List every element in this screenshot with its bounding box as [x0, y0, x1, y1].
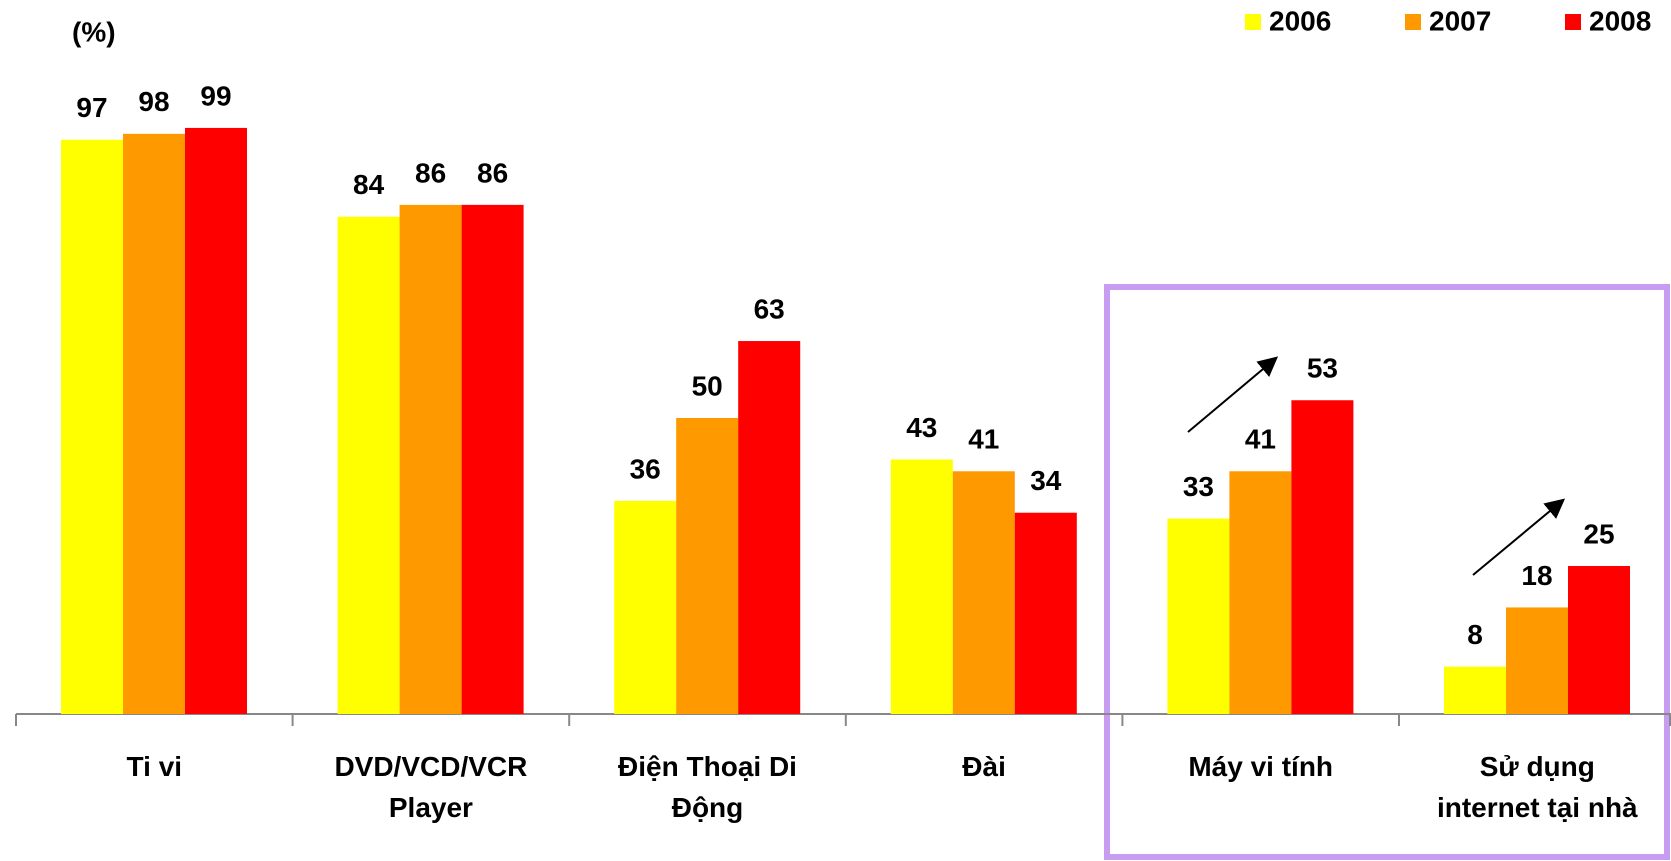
bar [738, 341, 801, 714]
value-label: 50 [692, 370, 723, 401]
bar [1568, 566, 1630, 714]
legend-label: 2007 [1429, 5, 1491, 36]
legend-label: 2008 [1589, 5, 1651, 36]
bar [890, 459, 953, 714]
value-label: 97 [76, 92, 107, 123]
legend-swatch [1565, 14, 1581, 30]
value-label: 8 [1467, 619, 1483, 650]
x-tick-label: Sử dụng internet tại nhà [1437, 751, 1638, 823]
legend-label: 2006 [1269, 5, 1331, 36]
value-label: 63 [754, 293, 785, 324]
bar [676, 418, 739, 714]
bar [952, 471, 1015, 714]
bar [614, 500, 677, 714]
value-label: 53 [1307, 353, 1338, 384]
x-tick-label: Ti vi [127, 751, 183, 782]
bar [399, 204, 462, 714]
value-label: 86 [477, 157, 508, 188]
y-axis-label: (%) [72, 16, 116, 47]
value-label: 43 [906, 412, 937, 443]
value-label: 84 [353, 169, 385, 200]
value-label: 98 [138, 86, 169, 117]
trend-arrow [1472, 498, 1566, 576]
legend-swatch [1405, 14, 1421, 30]
value-label: 34 [1030, 465, 1062, 496]
x-tick-label: Máy vi tính [1188, 751, 1333, 782]
bar [123, 133, 185, 715]
bar [1229, 471, 1292, 714]
bar [1506, 607, 1568, 714]
value-label: 41 [968, 424, 999, 455]
value-label: 36 [630, 453, 661, 484]
bar [1291, 400, 1354, 714]
trend-arrow [1187, 356, 1279, 433]
legend-swatch [1245, 14, 1261, 30]
value-label: 18 [1521, 560, 1552, 591]
value-label: 99 [200, 80, 231, 111]
bar [337, 216, 400, 714]
bar [61, 139, 123, 714]
highlight-box [1104, 284, 1670, 860]
value-label: 86 [415, 157, 446, 188]
x-tick-label: Đài [962, 751, 1006, 782]
x-tick-label: Điện Thoại Di Động [618, 751, 797, 823]
bar [1167, 518, 1230, 714]
bar [1444, 666, 1506, 714]
value-label: 25 [1583, 518, 1614, 549]
x-tick-label: DVD/VCD/VCR Player [334, 751, 527, 823]
bar [185, 127, 247, 715]
bar [1014, 512, 1077, 714]
value-label: 41 [1245, 424, 1276, 455]
value-label: 33 [1183, 471, 1214, 502]
bar [461, 204, 524, 714]
